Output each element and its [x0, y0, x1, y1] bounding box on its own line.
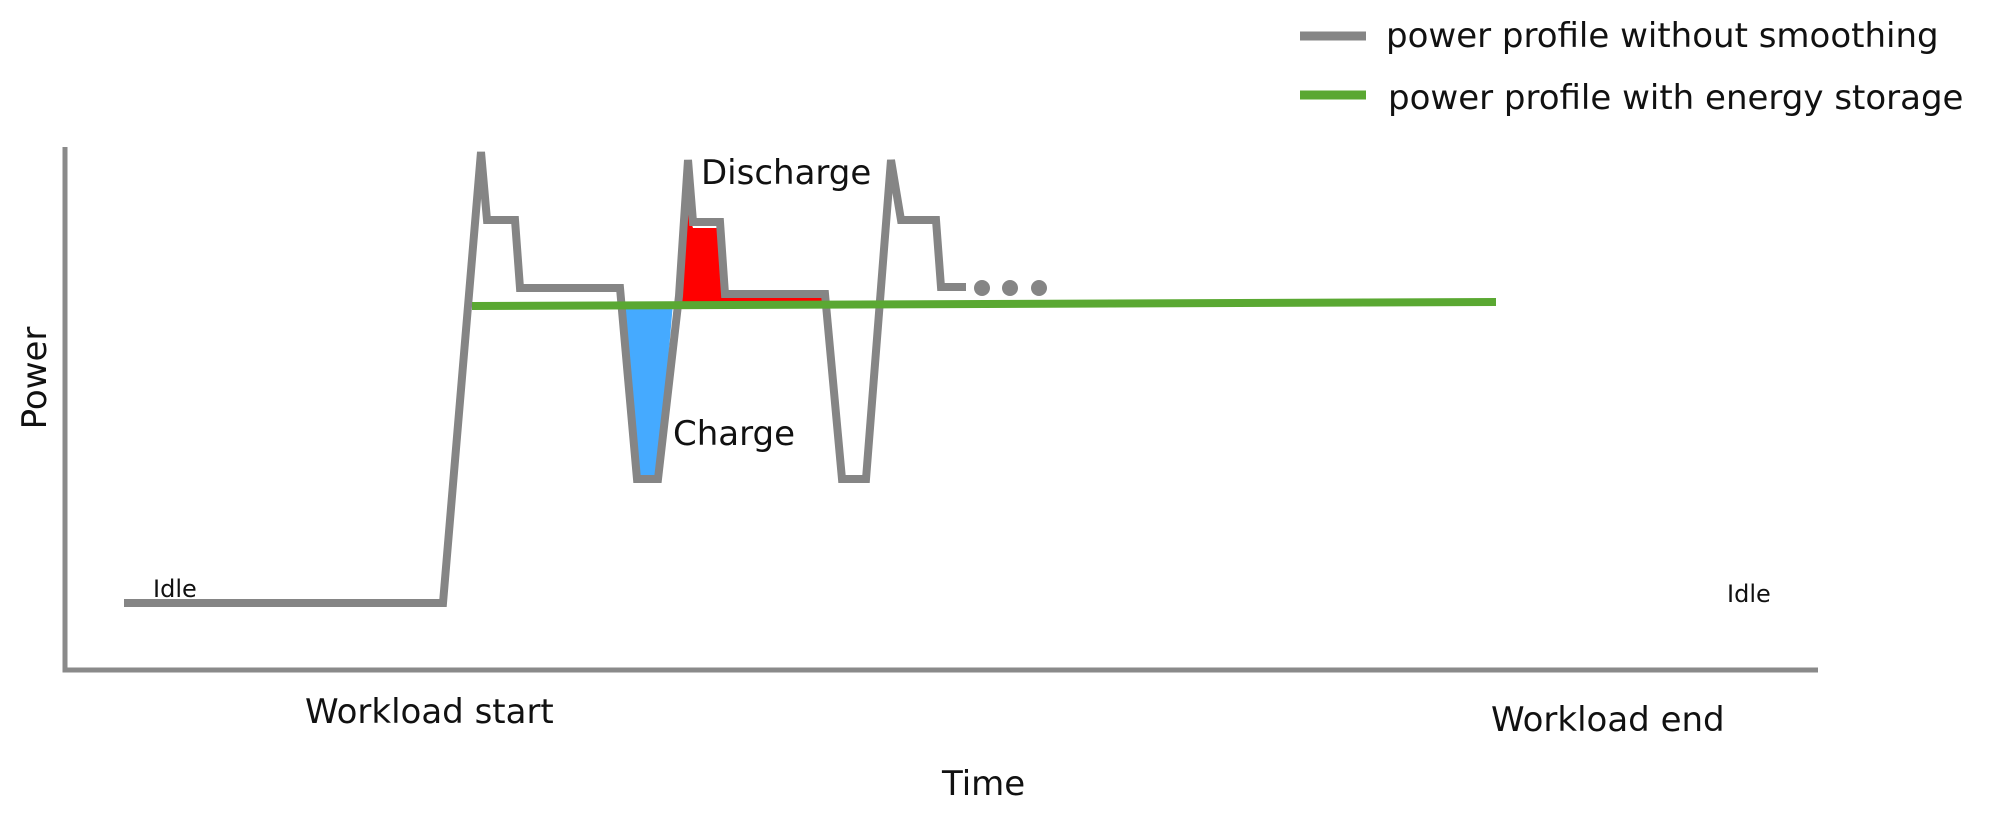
- discharge-label: Discharge: [701, 153, 871, 193]
- ellipsis-dot: [974, 280, 990, 296]
- charge-label: Charge: [673, 414, 795, 454]
- y-axis-label: Power: [15, 327, 55, 430]
- x-axis-label: Time: [941, 764, 1025, 804]
- unsmoothed-power-line: [124, 151, 966, 607]
- energy-storage-power-line: [471, 298, 1497, 310]
- legend-label-energy-storage: power profile with energy storage: [1388, 78, 1963, 118]
- idle-right-label: Idle: [1727, 580, 1771, 608]
- axes: [62, 147, 1818, 673]
- legend-label-unsmoothed: power profile without smoothing: [1386, 16, 1939, 56]
- discharge-area: [680, 212, 822, 302]
- ellipsis-dot: [1002, 280, 1018, 296]
- workload-start-label: Workload start: [305, 692, 554, 732]
- legend: power profile without smoothing power pr…: [1300, 16, 1963, 118]
- idle-left-label: Idle: [153, 575, 197, 603]
- ellipsis-dot: [1031, 280, 1047, 296]
- workload-end-label: Workload end: [1491, 700, 1725, 740]
- ellipsis-dots: [974, 280, 1047, 296]
